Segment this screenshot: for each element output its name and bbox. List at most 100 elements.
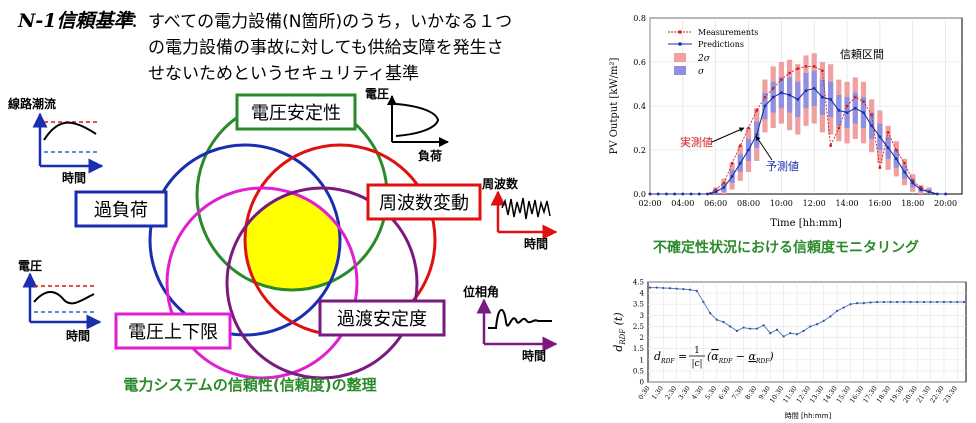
rdf-y-tick-label: 0 bbox=[640, 379, 644, 387]
pv-measurement-point bbox=[903, 161, 906, 165]
rdf-point bbox=[922, 300, 926, 304]
rdf-point bbox=[742, 326, 745, 329]
annotation-measured: 実測値 bbox=[680, 135, 713, 149]
rdf-point bbox=[709, 312, 712, 315]
rdf-point bbox=[749, 327, 752, 330]
pv-x-tick-label: 20:00 bbox=[934, 199, 957, 208]
pv-prediction-point bbox=[821, 95, 824, 99]
rdf-point bbox=[735, 329, 738, 332]
rdf-point bbox=[668, 287, 672, 290]
pv-x-tick-label: 06:00 bbox=[704, 199, 727, 208]
rdf-x-tick-label: 1:30 bbox=[650, 385, 665, 402]
rdf-point bbox=[682, 288, 685, 291]
formula-alpha-b-sub: RDF bbox=[755, 358, 770, 365]
pv-measurement-point bbox=[845, 104, 849, 108]
pv-x-tick-label: 10:00 bbox=[770, 199, 793, 208]
rdf-point bbox=[909, 300, 912, 304]
mini-chart-voltage: 電圧 時間 bbox=[18, 259, 102, 343]
svg-text:(αRDF − αRDF): (αRDF − αRDF) bbox=[707, 350, 774, 365]
pv-prediction-point bbox=[919, 188, 923, 192]
circle-overload bbox=[148, 143, 342, 337]
rdf-point bbox=[648, 286, 652, 289]
pv-measurement-point bbox=[771, 87, 775, 90]
pv-prediction-point bbox=[927, 190, 931, 194]
rdf-point bbox=[695, 289, 698, 292]
legend-predictions: Predictions bbox=[698, 40, 744, 49]
mini-line-flow-xlabel: 時間 bbox=[62, 170, 86, 185]
rdf-point bbox=[902, 300, 905, 304]
rdf-point bbox=[822, 319, 825, 322]
pv-measurement-point bbox=[738, 144, 742, 148]
criterion-line-1: すべての電力設備(N箇所)のうち，いかなる１つ bbox=[148, 12, 512, 32]
rdf-point bbox=[655, 286, 658, 289]
pv-prediction-point bbox=[722, 186, 726, 189]
rdf-point bbox=[949, 300, 952, 304]
pv-measurement-point bbox=[755, 109, 759, 112]
rdf-point bbox=[849, 303, 852, 306]
label-voltage-limits: 電圧上下限 bbox=[128, 322, 218, 343]
pv-measurement-point bbox=[821, 69, 824, 73]
rdf-point bbox=[789, 332, 792, 335]
annotation-predicted: 予測値 bbox=[766, 159, 799, 173]
pv-prediction-point bbox=[935, 192, 939, 196]
rdf-x-tick-label: 6:30 bbox=[717, 385, 732, 402]
rdf-point bbox=[869, 301, 872, 304]
rdf-point bbox=[762, 324, 765, 327]
pv-prediction-point bbox=[812, 87, 816, 90]
mini-voltage-ylabel: 電圧 bbox=[18, 259, 42, 273]
rdf-point bbox=[842, 306, 845, 309]
venn-diagram: 電圧安定性 過負荷 周波数変動 電圧上下限 過渡安定度 bbox=[74, 93, 482, 380]
rdf-point bbox=[876, 300, 879, 304]
pv-grid bbox=[649, 17, 962, 194]
rdf-point bbox=[769, 332, 772, 335]
pv-y-ticks: 0.0 0.2 0.4 0.6 0.8 bbox=[633, 14, 646, 199]
formula-paren-r: ) bbox=[768, 350, 773, 363]
pv-y-tick-label: 0.4 bbox=[633, 102, 646, 111]
pv-y-tick-label: 0.2 bbox=[633, 146, 646, 155]
monitor-caption: 不確定性状況における信頼度モニタリング bbox=[653, 239, 919, 256]
mini-phase-ylabel: 位相角 bbox=[463, 284, 499, 299]
pv-prediction-point bbox=[697, 192, 701, 196]
mini-chart-pv-curve: 電圧 負荷 bbox=[365, 87, 449, 163]
rdf-formula: dRDF = 1 |c| (αRDF − αRDF) bbox=[654, 346, 774, 369]
pv-prediction-point bbox=[829, 98, 833, 101]
pv-measurement-point bbox=[894, 148, 898, 152]
rdf-x-tick-label: 0:30 bbox=[637, 385, 652, 402]
pv-prediction-point bbox=[911, 181, 915, 185]
rdf-y-tick-label: 3 bbox=[640, 312, 644, 320]
rdf-point bbox=[856, 302, 859, 305]
pv-y-tick-label: 0.8 bbox=[633, 14, 646, 23]
label-box-voltage-limits bbox=[114, 312, 232, 350]
formula-lhs-sub: RDF bbox=[660, 358, 675, 365]
rdf-point bbox=[795, 333, 799, 336]
pv-measurement-point bbox=[722, 181, 726, 185]
rdf-point bbox=[896, 300, 899, 304]
pv-prediction-point bbox=[673, 192, 677, 196]
mini-pv-ylabel: 電圧 bbox=[365, 87, 389, 101]
venn-caption: 電力システムの信頼性(信頼度)の整理 bbox=[123, 376, 376, 394]
formula-alpha-b: α bbox=[748, 350, 756, 363]
pv-measurement-point bbox=[779, 78, 783, 81]
pv-prediction-point bbox=[878, 135, 882, 139]
pv-measurement-point bbox=[714, 188, 718, 192]
rdf-point bbox=[775, 328, 779, 331]
rdf-y-tick-label: 0.5 bbox=[633, 367, 644, 375]
pv-measurement-point bbox=[796, 67, 800, 70]
rdf-point bbox=[662, 286, 665, 290]
rdf-point bbox=[835, 309, 839, 312]
pv-x-tick-label: 12:00 bbox=[803, 199, 826, 208]
pv-prediction-point bbox=[944, 192, 947, 196]
pv-measurement-point bbox=[788, 71, 791, 75]
circle-voltage-limits bbox=[165, 186, 359, 380]
pv-measurement-point bbox=[747, 126, 750, 130]
pv-x-tick-label: 08:00 bbox=[737, 199, 760, 208]
criterion-term: N-1信頼基準 bbox=[17, 10, 135, 32]
pv-prediction-point bbox=[845, 111, 849, 114]
rdf-point bbox=[722, 320, 725, 324]
label-box-voltage-stability bbox=[235, 93, 357, 131]
rdf-point bbox=[715, 318, 718, 321]
pv-prediction-point bbox=[747, 148, 750, 152]
pv-xlabel: Time [hh:mm] bbox=[770, 218, 842, 229]
rdf-distance-chart: 0 0.5 1 1.5 2 2.5 3 3.5 4 4.5 0:301:302:303:304:3… bbox=[612, 279, 967, 420]
